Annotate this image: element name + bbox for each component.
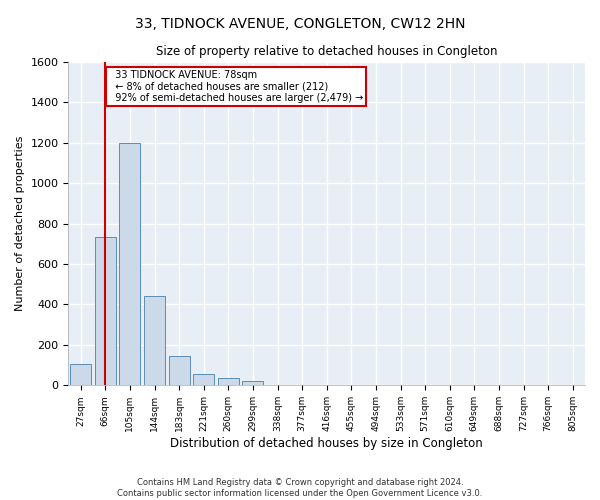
Y-axis label: Number of detached properties: Number of detached properties: [15, 136, 25, 312]
Bar: [95, 237, 116, 386]
Bar: [119, 143, 140, 386]
Bar: [70, 364, 91, 386]
Title: Size of property relative to detached houses in Congleton: Size of property relative to detached ho…: [156, 45, 497, 58]
Text: 33, TIDNOCK AVENUE, CONGLETON, CW12 2HN: 33, TIDNOCK AVENUE, CONGLETON, CW12 2HN: [135, 18, 465, 32]
Bar: [144, 296, 165, 386]
X-axis label: Distribution of detached houses by size in Congleton: Distribution of detached houses by size …: [170, 437, 483, 450]
Text: 33 TIDNOCK AVENUE: 78sqm
  ← 8% of detached houses are smaller (212)
  92% of se: 33 TIDNOCK AVENUE: 78sqm ← 8% of detache…: [109, 70, 363, 103]
Bar: [169, 356, 190, 386]
Bar: [242, 381, 263, 386]
Text: Contains HM Land Registry data © Crown copyright and database right 2024.
Contai: Contains HM Land Registry data © Crown c…: [118, 478, 482, 498]
Bar: [193, 374, 214, 386]
Bar: [218, 378, 239, 386]
